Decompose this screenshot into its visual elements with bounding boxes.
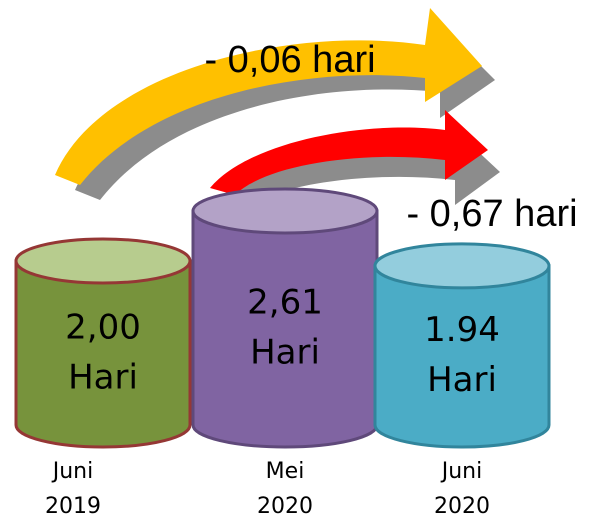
value-label: 2,00 — [65, 308, 141, 348]
x-tick-label: Juni — [51, 459, 94, 484]
value-label: 2,61 — [247, 282, 323, 322]
arrow — [210, 110, 488, 195]
x-tick-label: Juni — [440, 459, 483, 484]
x-tick-label: 2020 — [434, 494, 490, 519]
value-label: Hari — [250, 332, 320, 372]
annotation: - 0,67 hari — [406, 193, 577, 235]
x-tick-label: 2019 — [45, 494, 101, 519]
cylinder-top — [373, 242, 551, 290]
x-tick-label: 2020 — [257, 494, 313, 519]
cylinder-top — [14, 237, 192, 285]
x-tick-label: Mei — [266, 459, 305, 484]
arrow — [55, 8, 482, 185]
cylinder — [373, 264, 551, 449]
cylinder-top — [191, 187, 379, 235]
cylinder — [14, 259, 192, 449]
value-label: Hari — [427, 360, 497, 400]
value-label: Hari — [68, 358, 138, 398]
value-label: 1.94 — [424, 310, 500, 350]
annotation: - 0,06 hari — [204, 39, 375, 81]
cylinder — [191, 209, 379, 449]
